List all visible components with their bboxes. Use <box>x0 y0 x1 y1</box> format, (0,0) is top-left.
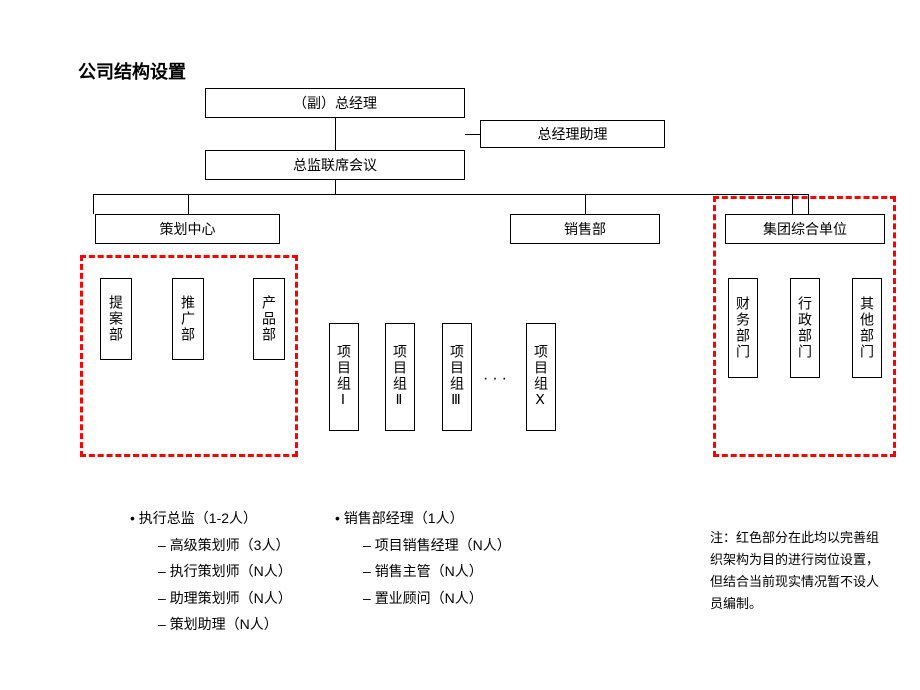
box-meeting: 总监联席会议 <box>205 150 465 180</box>
box-finance: 财务部门 <box>728 278 758 378</box>
box-gm-label: （副）总经理 <box>293 93 377 113</box>
bullet-l2: 助理策划师（N人） <box>130 585 292 612</box>
box-planning-label: 策划中心 <box>160 219 216 239</box>
bullet-l2: 执行策划师（N人） <box>130 558 292 585</box>
line <box>335 118 336 150</box>
bullet-l2: 高级策划师（3人） <box>130 532 292 559</box>
box-proj1: 项目组Ⅰ <box>329 323 359 431</box>
box-proj2-label: 项目组Ⅱ <box>390 344 410 410</box>
page-title: 公司结构设置 <box>78 58 186 84</box>
box-admin-label: 行政部门 <box>795 296 815 360</box>
bullet-l2: 项目销售经理（N人） <box>335 532 511 559</box>
box-other: 其他部门 <box>852 278 882 378</box>
ellipsis: ··· <box>483 370 511 388</box>
bullets-right: 销售部经理（1人） 项目销售经理（N人） 销售主管（N人） 置业顾问（N人） <box>335 505 511 611</box>
box-projx-label: 项目组Ⅹ <box>531 344 551 410</box>
box-proj1-label: 项目组Ⅰ <box>334 344 354 410</box>
bullet-l1: 执行总监（1-2人） <box>130 505 292 532</box>
box-gm: （副）总经理 <box>205 88 465 118</box>
box-planning: 策划中心 <box>95 214 280 244</box>
line <box>93 194 94 214</box>
box-product: 产品部 <box>253 278 285 360</box>
line <box>465 134 480 135</box>
box-proj3-label: 项目组Ⅲ <box>447 344 467 410</box>
box-proposal-label: 提案部 <box>106 295 126 343</box>
line <box>188 194 189 214</box>
line <box>335 180 336 194</box>
line <box>93 194 808 195</box>
bullet-l2: 策划助理（N人） <box>130 611 292 638</box>
bullet-l2: 置业顾问（N人） <box>335 585 511 612</box>
box-promotion-label: 推广部 <box>178 295 198 343</box>
footnote: 注：红色部分在此均以完善组织架构为目的进行岗位设置，但结合当前现实情况暂不设人员… <box>710 527 880 615</box>
box-product-label: 产品部 <box>259 295 279 343</box>
box-proposal: 提案部 <box>100 278 132 360</box>
box-admin: 行政部门 <box>790 278 820 378</box>
bullets-left: 执行总监（1-2人） 高级策划师（3人） 执行策划师（N人） 助理策划师（N人）… <box>130 505 292 638</box>
box-assistant-label: 总经理助理 <box>538 124 608 144</box>
line <box>585 194 586 214</box>
box-projx: 项目组Ⅹ <box>526 323 556 431</box>
bullet-l1: 销售部经理（1人） <box>335 505 511 532</box>
box-proj3: 项目组Ⅲ <box>442 323 472 431</box>
box-sales-label: 销售部 <box>564 219 606 239</box>
bullet-l2: 销售主管（N人） <box>335 558 511 585</box>
box-promotion: 推广部 <box>172 278 204 360</box>
box-sales: 销售部 <box>510 214 660 244</box>
box-other-label: 其他部门 <box>857 296 877 360</box>
box-meeting-label: 总监联席会议 <box>293 155 377 175</box>
box-proj2: 项目组Ⅱ <box>385 323 415 431</box>
box-assistant: 总经理助理 <box>480 120 665 148</box>
box-finance-label: 财务部门 <box>733 296 753 360</box>
